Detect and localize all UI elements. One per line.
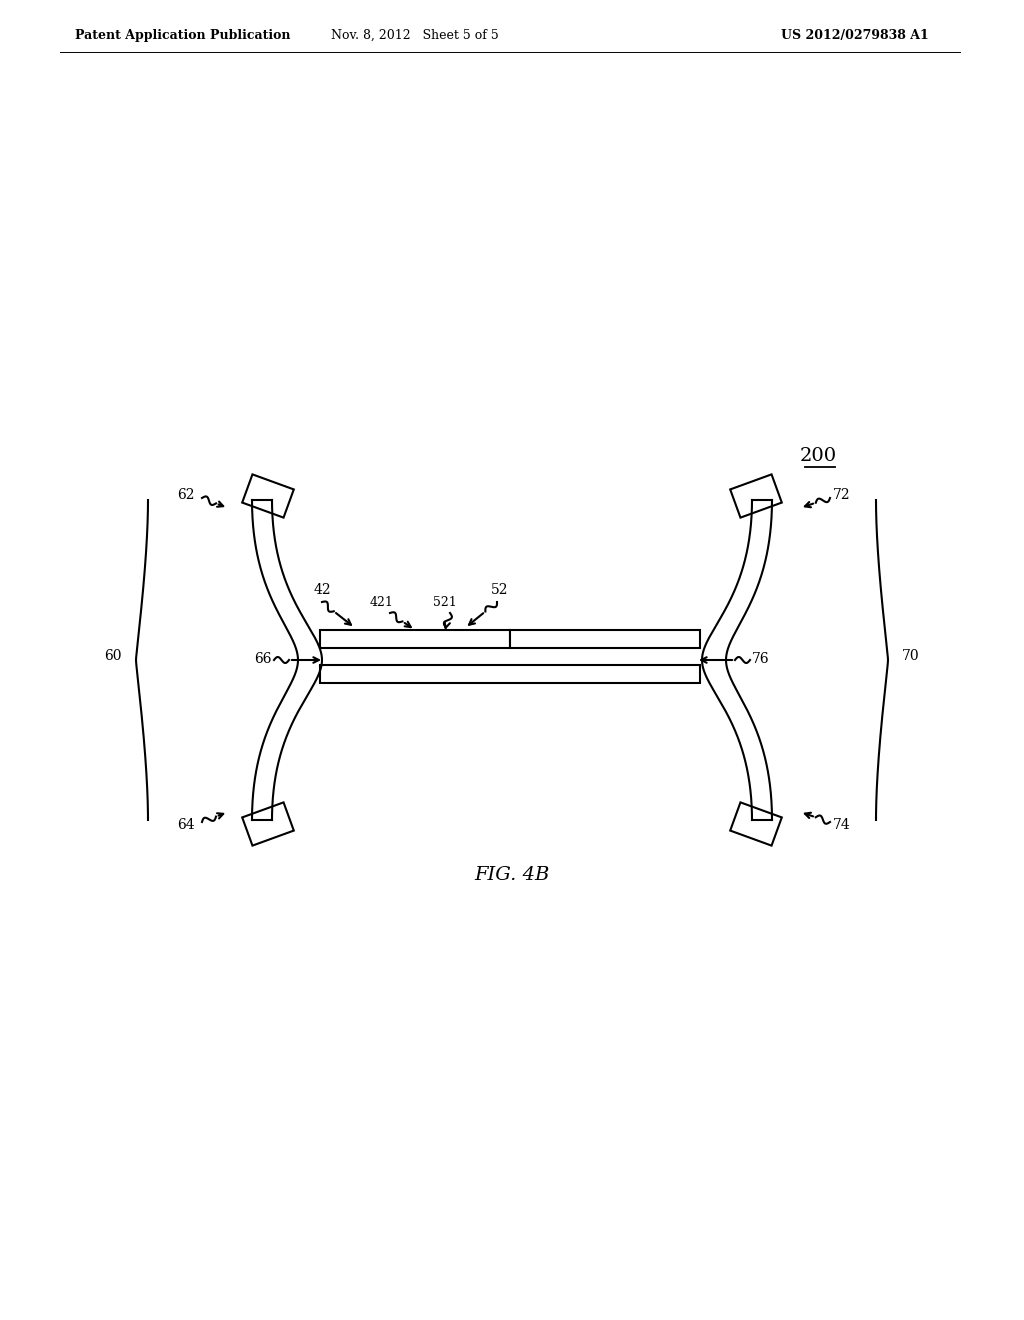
Text: 72: 72: [833, 488, 851, 502]
Text: 62: 62: [177, 488, 195, 502]
Polygon shape: [243, 474, 294, 517]
Polygon shape: [243, 803, 294, 846]
Text: 200: 200: [800, 447, 837, 465]
Text: US 2012/0279838 A1: US 2012/0279838 A1: [781, 29, 929, 41]
Text: 421: 421: [370, 595, 394, 609]
Text: 70: 70: [902, 649, 920, 663]
Text: 66: 66: [255, 652, 272, 667]
Text: 76: 76: [752, 652, 770, 667]
Bar: [510, 630, 700, 648]
Text: 42: 42: [313, 583, 331, 597]
Text: FIG. 4B: FIG. 4B: [474, 866, 550, 884]
Bar: [319, 630, 510, 648]
Text: 52: 52: [492, 583, 509, 597]
Text: 60: 60: [104, 649, 122, 663]
Bar: [319, 665, 700, 682]
Text: Nov. 8, 2012   Sheet 5 of 5: Nov. 8, 2012 Sheet 5 of 5: [331, 29, 499, 41]
Polygon shape: [730, 803, 781, 846]
Text: 521: 521: [433, 595, 457, 609]
Text: 74: 74: [833, 818, 851, 832]
Text: 64: 64: [177, 818, 195, 832]
Polygon shape: [730, 474, 781, 517]
Text: Patent Application Publication: Patent Application Publication: [75, 29, 291, 41]
